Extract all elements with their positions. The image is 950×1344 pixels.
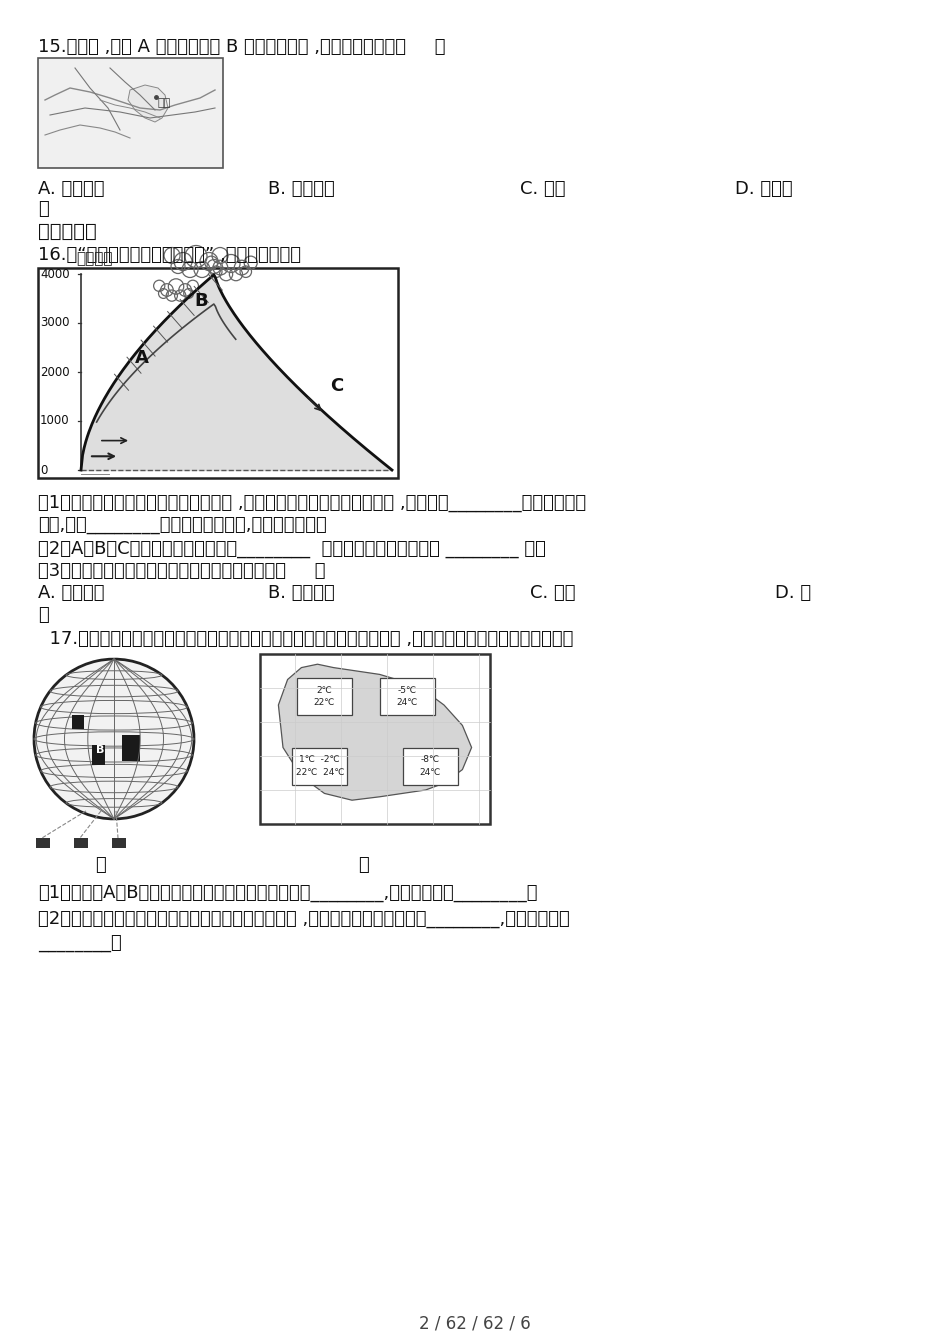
Text: 2℃
22℃: 2℃ 22℃ [314, 685, 335, 707]
Text: 3000: 3000 [40, 316, 69, 329]
Text: -8℃
24℃: -8℃ 24℃ [420, 755, 441, 777]
Text: 0: 0 [40, 464, 48, 477]
Text: 、2、A、B、C三地降水量最丰富的是________  地；因为这里处在山脉的 ________ 坡．: 、2、A、B、C三地降水量最丰富的是________ 地；因为这里处在山脉的 _… [38, 540, 546, 558]
Bar [380, 677, 435, 715]
Text: 15.如下图 ,夏季 A 城市的气温比 B 城市的气温高 ,主要影响因素是【     】: 15.如下图 ,夏季 A 城市的气温比 B 城市的气温高 ,主要影响因素是【 】 [38, 38, 446, 56]
Bar [72, 715, 84, 730]
Bar [91, 746, 105, 765]
Bar [260, 655, 490, 824]
Bar [122, 735, 140, 761]
Text: C: C [330, 378, 343, 395]
Text: D. 地: D. 地 [775, 585, 811, 602]
Text: B: B [96, 746, 104, 755]
Text: 2 / 62 / 62 / 6: 2 / 62 / 62 / 6 [419, 1314, 531, 1333]
Text: 4000: 4000 [40, 267, 69, 281]
Text: 、1、图中箭头代表海洋上来的暖湿气流 ,在前进的过程中受高大山脉阻挡 ,因为气流________【填上升或下: 、1、图中箭头代表海洋上来的暖湿气流 ,在前进的过程中受高大山脉阻挡 ,因为气流… [38, 495, 586, 512]
Bar [36, 839, 50, 848]
Text: 动: 动 [38, 200, 48, 218]
Text: ________。: ________。 [38, 934, 122, 952]
Text: B. 海陆位置: B. 海陆位置 [268, 180, 334, 198]
Text: 乙: 乙 [358, 856, 369, 874]
Text: -5℃
24℃: -5℃ 24℃ [396, 685, 418, 707]
Text: 、2、图乙表示各地年最低日均温与最高日均温的分布 ,自西向东气温年较差逐渐________,其主要原因是: 、2、图乙表示各地年最低日均温与最高日均温的分布 ,自西向东气温年较差逐渐___… [38, 910, 570, 927]
Text: 、1、图甲中A、B两地单位面积获得太阳光热较多的是________,其主要原因是________。: 、1、图甲中A、B两地单位面积获得太阳光热较多的是________,其主要原因是… [38, 884, 538, 902]
Text: 单位：米: 单位：米 [76, 251, 112, 266]
Text: 1000: 1000 [40, 414, 69, 427]
Text: 青岛: 青岛 [158, 98, 171, 108]
Text: A. 纬度位置: A. 纬度位置 [38, 585, 104, 602]
Text: 形: 形 [38, 606, 48, 624]
Text: 1℃  -2℃
22℃  24℃: 1℃ -2℃ 22℃ 24℃ [295, 755, 344, 777]
Ellipse shape [34, 659, 194, 818]
Bar [403, 747, 458, 785]
Bar [38, 267, 398, 478]
Text: A. 纬度位置: A. 纬度位置 [38, 180, 104, 198]
Text: A: A [135, 349, 149, 367]
Text: 、3、这幅图反映的是以下哪种因素对降水的影响【     】: 、3、这幅图反映的是以下哪种因素对降水的影响【 】 [38, 562, 326, 581]
Text: 16.读“山地对降水的影响示意图” ,答复以下问题．: 16.读“山地对降水的影响示意图” ,答复以下问题． [38, 246, 301, 263]
Text: C. 洋流: C. 洋流 [530, 585, 576, 602]
Text: C. 地形: C. 地形 [520, 180, 565, 198]
Text: 甲: 甲 [95, 856, 105, 874]
Bar [296, 677, 352, 715]
Bar [74, 839, 88, 848]
Text: 17.某学校研究性学习小组搜集了以下两幅图来探究影响气候的局部因素 ,请你参与进来完成以下问题探究。: 17.某学校研究性学习小组搜集了以下两幅图来探究影响气候的局部因素 ,请你参与进… [38, 630, 574, 648]
Text: D. 人类活: D. 人类活 [735, 180, 792, 198]
Text: B. 海陆位置: B. 海陆位置 [268, 585, 334, 602]
Text: 降】,气温________【填上升或下降】,容易成云至雨．: 降】,气温________【填上升或下降】,容易成云至雨． [38, 516, 327, 534]
Text: B: B [195, 292, 208, 309]
Polygon shape [128, 85, 168, 122]
Text: 二、综合题: 二、综合题 [38, 222, 97, 241]
Bar [112, 839, 126, 848]
Polygon shape [278, 664, 471, 800]
Bar [293, 747, 348, 785]
Text: 2000: 2000 [40, 366, 69, 379]
Bar [38, 58, 223, 168]
